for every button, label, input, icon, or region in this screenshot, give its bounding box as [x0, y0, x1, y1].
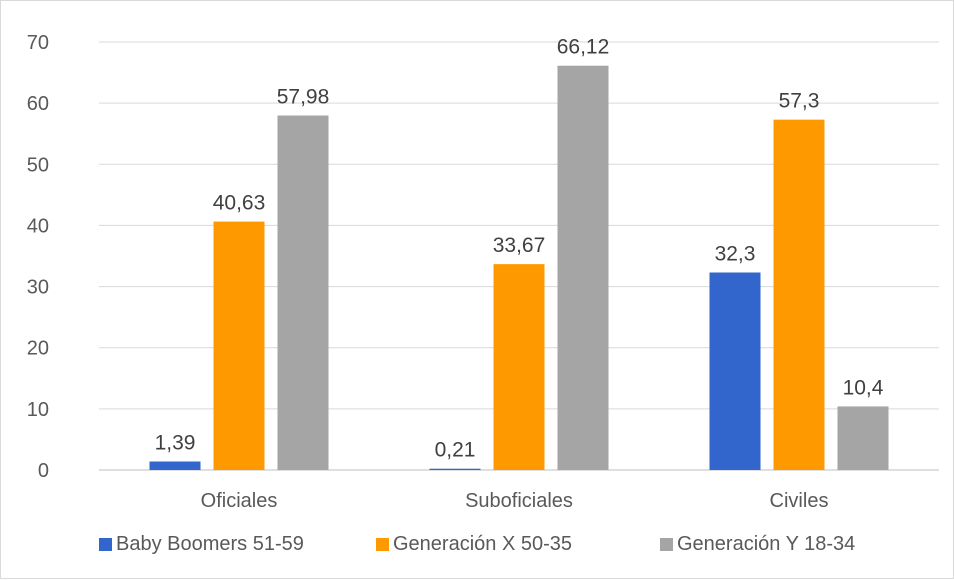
legend-label: Generación Y 18-34 [677, 533, 855, 555]
data-label: 33,67 [493, 234, 546, 257]
bar [277, 115, 329, 470]
y-tick-label: 50 [27, 154, 49, 176]
data-label: 1,39 [155, 432, 196, 455]
y-tick-label: 10 [27, 399, 49, 421]
data-label: 57,3 [779, 90, 820, 113]
bar [837, 406, 889, 470]
data-label: 66,12 [557, 36, 610, 59]
y-tick-label: 40 [27, 215, 49, 237]
x-category-label: Oficiales [201, 490, 278, 512]
data-label: 0,21 [435, 439, 476, 462]
bar [709, 272, 761, 470]
bar [493, 264, 545, 470]
x-category-label: Suboficiales [465, 490, 573, 512]
legend-swatch [376, 538, 389, 551]
legend-swatch [99, 538, 112, 551]
data-label: 57,98 [277, 85, 330, 108]
bar [557, 65, 609, 471]
bar [149, 461, 201, 470]
bar [429, 468, 481, 470]
legend-label: Generación X 50-35 [393, 533, 572, 555]
y-tick-label: 0 [38, 460, 49, 482]
bar [773, 119, 825, 470]
data-label: 32,3 [715, 243, 756, 266]
y-tick-label: 60 [27, 93, 49, 115]
y-tick-label: 70 [27, 32, 49, 54]
y-tick-label: 20 [27, 338, 49, 360]
data-label: 10,4 [843, 376, 884, 399]
y-tick-label: 30 [27, 277, 49, 299]
x-category-label: Civiles [770, 490, 829, 512]
legend-swatch [660, 538, 673, 551]
legend-label: Baby Boomers 51-59 [116, 533, 304, 555]
data-label: 40,63 [213, 192, 266, 215]
bar [213, 221, 265, 470]
